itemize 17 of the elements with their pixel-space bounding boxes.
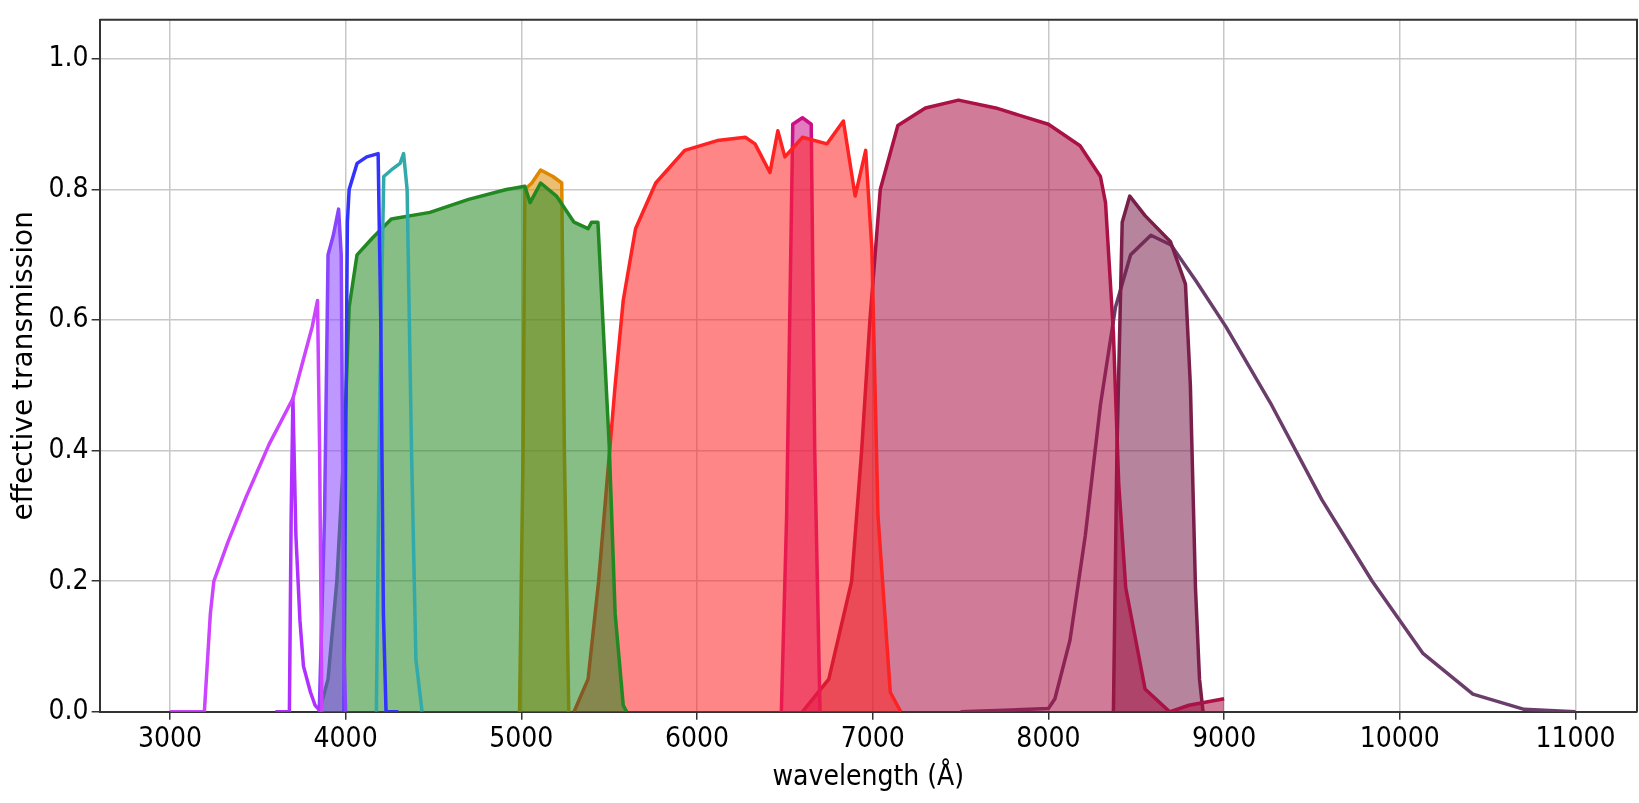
y-tick-label: 0.6	[48, 301, 89, 335]
x-tick-label: 8000	[1016, 720, 1081, 754]
x-tick-label: 7000	[840, 720, 905, 754]
x-tick-label: 6000	[664, 720, 730, 754]
x-tick-label: 10000	[1359, 720, 1440, 754]
y-axis-title: effective transmission	[6, 211, 40, 521]
x-tick-label: 5000	[489, 720, 554, 754]
y-tick-label: 0.0	[48, 693, 89, 727]
x-axis-title: wavelength (Å)	[772, 758, 965, 793]
x-tick-label: 4000	[313, 720, 378, 754]
y-tick-label: 0.4	[48, 431, 89, 465]
y-tick-label: 0.8	[48, 170, 89, 204]
y-tick-label: 0.2	[48, 562, 89, 596]
x-tick-label: 9000	[1192, 720, 1257, 754]
y-tick-label: 1.0	[48, 40, 89, 74]
x-tick-label: 3000	[137, 720, 202, 754]
x-tick-label: 11000	[1535, 720, 1616, 754]
